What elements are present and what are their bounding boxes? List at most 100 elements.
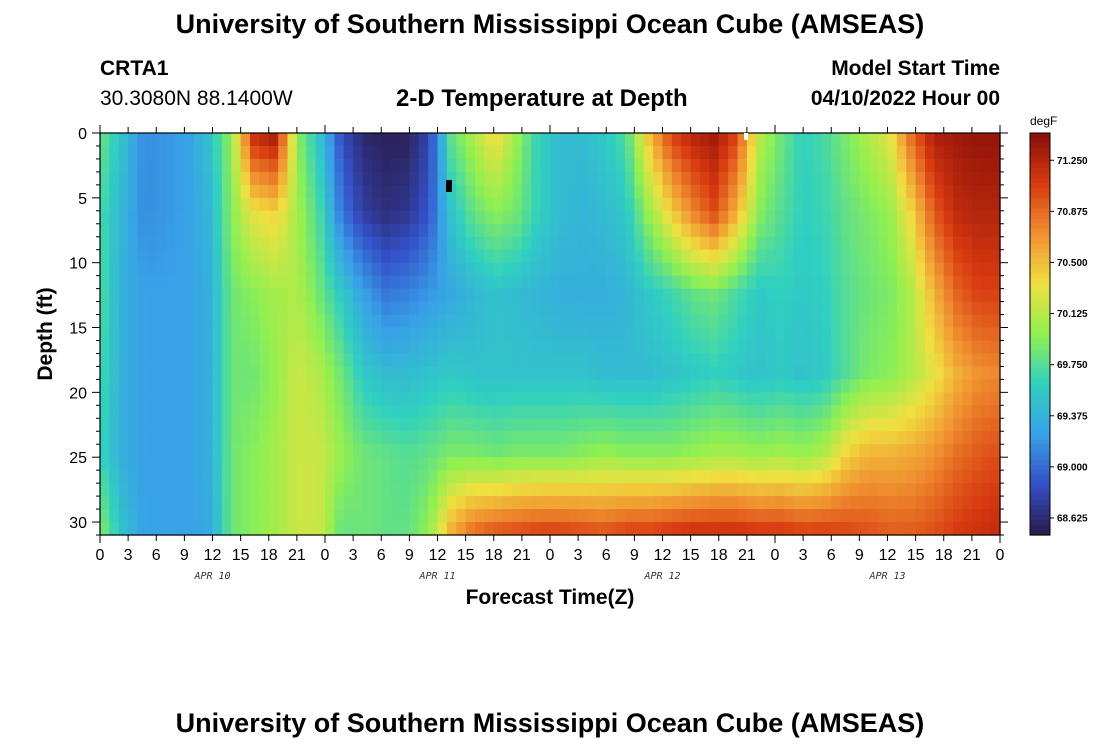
heatmap-cell	[868, 366, 879, 380]
heatmap-cell	[634, 145, 645, 160]
heatmap-cell	[428, 262, 439, 277]
heatmap-cell	[681, 171, 692, 186]
heatmap-cell	[681, 418, 692, 432]
heatmap-cell	[681, 483, 692, 497]
heatmap-cell	[906, 444, 917, 458]
heatmap-cell	[587, 444, 598, 458]
heatmap-cell	[840, 301, 851, 316]
heatmap-cell	[868, 301, 879, 316]
heatmap-cell	[943, 418, 954, 432]
heatmap-cell	[812, 275, 823, 290]
heatmap-cell	[859, 418, 870, 432]
heatmap-cell	[315, 236, 326, 251]
heatmap-cell	[896, 379, 907, 393]
heatmap-cell	[850, 314, 860, 329]
heatmap-cell	[428, 184, 439, 199]
heatmap-cell	[653, 392, 664, 406]
heatmap-cell	[287, 236, 298, 251]
heatmap-cell	[540, 392, 551, 406]
heatmap-cell	[915, 522, 926, 536]
heatmap-cell	[596, 158, 607, 173]
heatmap-cell	[296, 301, 307, 316]
heatmap-cell	[943, 197, 954, 212]
heatmap-cell	[446, 340, 457, 355]
heatmap-cell	[653, 133, 664, 147]
heatmap-cell	[746, 496, 757, 510]
heatmap-cell	[418, 522, 429, 536]
heatmap-cell	[831, 210, 842, 225]
heatmap-cell	[915, 145, 926, 160]
heatmap-cell	[606, 327, 617, 342]
heatmap-cell	[325, 262, 335, 277]
heatmap-cell	[925, 496, 935, 510]
heatmap-cell	[962, 236, 973, 251]
heatmap-cell	[925, 379, 935, 393]
heatmap-cell	[775, 470, 785, 484]
heatmap-cell	[259, 379, 270, 393]
heatmap-cell	[353, 379, 364, 393]
heatmap-cell	[521, 275, 532, 290]
heatmap-cell	[878, 301, 889, 316]
heatmap-cell	[221, 522, 232, 536]
heatmap-cell	[118, 340, 129, 355]
heatmap-cell	[690, 444, 701, 458]
heatmap-cell	[531, 158, 542, 173]
heatmap-cell	[615, 405, 626, 419]
heatmap-cell	[850, 444, 860, 458]
x-tick-label: 12	[204, 547, 222, 564]
heatmap-cell	[343, 340, 354, 355]
heatmap-cell	[587, 405, 598, 419]
heatmap-cell	[934, 418, 945, 432]
heatmap-cell	[512, 522, 523, 536]
heatmap-cell	[381, 275, 392, 290]
heatmap-cell	[193, 197, 204, 212]
heatmap-cell	[493, 301, 504, 316]
heatmap-cell	[203, 210, 214, 225]
heatmap-cell	[850, 275, 860, 290]
heatmap-cell	[521, 171, 532, 186]
colorbar-tick-label: 69.375	[1057, 411, 1088, 422]
heatmap-cell	[990, 275, 1001, 290]
heatmap-cell	[437, 145, 448, 160]
heatmap-cell	[859, 210, 870, 225]
heatmap-cell	[746, 133, 757, 147]
heatmap-cell	[840, 522, 851, 536]
heatmap-cell	[775, 275, 785, 290]
heatmap-cell	[840, 327, 851, 342]
day-label: APR 13	[868, 571, 905, 582]
heatmap-cell	[953, 457, 964, 471]
heatmap-cell	[100, 366, 110, 380]
heatmap-cell	[381, 392, 392, 406]
heatmap-cell	[128, 418, 139, 432]
heatmap-cell	[615, 431, 626, 445]
colorbar-strip	[1030, 384, 1050, 390]
heatmap-cell	[971, 483, 982, 497]
heatmap-cell	[925, 392, 935, 406]
heatmap-cell	[550, 522, 560, 536]
heatmap-cell	[596, 379, 607, 393]
heatmap-cell	[793, 366, 804, 380]
heatmap-cell	[390, 145, 401, 160]
heatmap-cell	[990, 431, 1001, 445]
heatmap-cell	[728, 431, 739, 445]
heatmap-cell	[212, 483, 223, 497]
heatmap-cell	[568, 418, 579, 432]
heatmap-cell	[287, 379, 298, 393]
heatmap-cell	[137, 405, 148, 419]
x-tick-label: 15	[907, 547, 925, 564]
heatmap-cell	[212, 431, 223, 445]
heatmap-cell	[231, 301, 242, 316]
colorbar-strip	[1030, 148, 1050, 154]
heatmap-cell	[690, 145, 701, 160]
heatmap-cell	[296, 392, 307, 406]
heatmap-cell	[868, 327, 879, 342]
heatmap-cell	[325, 288, 335, 303]
heatmap-cell	[296, 262, 307, 277]
heatmap-cell	[596, 444, 607, 458]
x-tick-label: 3	[574, 547, 583, 564]
colorbar: 71.25070.87570.50070.12569.75069.37569.0…	[1029, 132, 1088, 536]
heatmap-cell	[925, 236, 935, 251]
heatmap-cell	[531, 470, 542, 484]
heatmap-cell	[540, 379, 551, 393]
heatmap-cell	[859, 327, 870, 342]
